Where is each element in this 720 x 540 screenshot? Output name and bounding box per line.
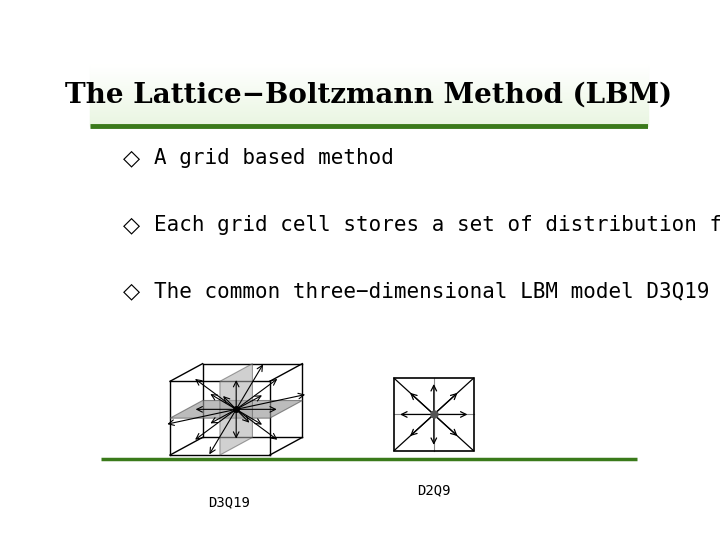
Bar xyxy=(90,100,648,102)
Bar xyxy=(90,81,648,82)
Polygon shape xyxy=(220,363,253,455)
Bar xyxy=(90,125,648,126)
Bar xyxy=(90,109,648,110)
Bar xyxy=(90,112,648,113)
Text: D3Q19: D3Q19 xyxy=(207,495,250,509)
Bar xyxy=(90,124,648,125)
Text: Each grid cell stores a set of distribution functions: Each grid cell stores a set of distribut… xyxy=(154,215,720,235)
Bar xyxy=(90,78,648,79)
Text: A grid based method: A grid based method xyxy=(154,148,394,168)
Bar xyxy=(90,86,648,87)
Polygon shape xyxy=(170,401,302,418)
Bar xyxy=(90,111,648,112)
Bar xyxy=(90,120,648,121)
Bar xyxy=(90,82,648,83)
Bar xyxy=(90,99,648,100)
Bar xyxy=(90,119,648,120)
Bar xyxy=(90,103,648,104)
Bar xyxy=(90,90,648,91)
Bar xyxy=(90,123,648,124)
Bar xyxy=(90,89,648,90)
Bar xyxy=(90,104,648,105)
Bar xyxy=(90,92,648,93)
Bar xyxy=(90,77,648,78)
Text: D2Q9: D2Q9 xyxy=(417,483,451,497)
Text: ◇: ◇ xyxy=(123,281,140,301)
Bar xyxy=(90,113,648,114)
Text: ◇: ◇ xyxy=(123,215,140,235)
Bar xyxy=(90,72,648,73)
Bar xyxy=(90,91,648,92)
Bar xyxy=(90,70,648,71)
Bar xyxy=(90,107,648,108)
Bar xyxy=(90,108,648,109)
Bar xyxy=(90,84,648,85)
Bar xyxy=(90,118,648,119)
Bar xyxy=(90,65,648,66)
Bar xyxy=(90,68,648,69)
Bar xyxy=(90,69,648,70)
Bar xyxy=(90,106,648,107)
Bar xyxy=(90,87,648,89)
Text: The Lattice−Boltzmann Method (LBM): The Lattice−Boltzmann Method (LBM) xyxy=(66,82,672,109)
Bar xyxy=(90,67,648,68)
Bar xyxy=(90,93,648,94)
Text: ◇: ◇ xyxy=(123,148,140,168)
Bar xyxy=(90,116,648,117)
Bar xyxy=(90,122,648,123)
Bar xyxy=(90,115,648,116)
Bar xyxy=(90,76,648,77)
Bar xyxy=(90,105,648,106)
Bar xyxy=(90,117,648,118)
Bar xyxy=(90,114,648,115)
Bar xyxy=(90,73,648,74)
Bar xyxy=(90,66,648,67)
Bar xyxy=(90,83,648,84)
Bar xyxy=(90,94,648,96)
Bar xyxy=(90,74,648,75)
Bar xyxy=(90,75,648,76)
Bar xyxy=(90,71,648,72)
Bar xyxy=(90,80,648,81)
Text: The common three−dimensional LBM model D3Q19: The common three−dimensional LBM model D… xyxy=(154,281,710,301)
Bar xyxy=(90,102,648,103)
Bar xyxy=(90,110,648,111)
Bar xyxy=(90,85,648,86)
Bar xyxy=(90,96,648,97)
Bar xyxy=(90,97,648,98)
Bar xyxy=(90,79,648,80)
Bar xyxy=(90,121,648,122)
Bar xyxy=(90,98,648,99)
